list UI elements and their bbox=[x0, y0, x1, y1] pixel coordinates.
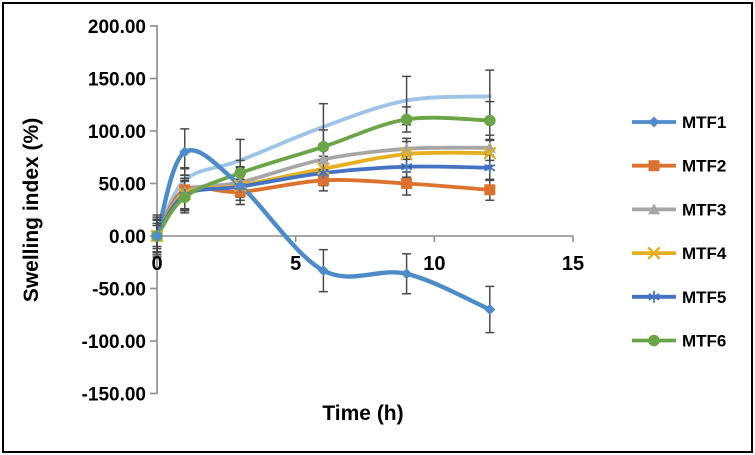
marker-MTF3-6h bbox=[317, 153, 330, 165]
legend-marker-MTF6 bbox=[648, 334, 660, 347]
y-tick-label: -50.00 bbox=[92, 280, 146, 301]
marker-MTF5-6h bbox=[317, 167, 330, 179]
marker-MTF2-6h bbox=[317, 174, 329, 186]
legend-marker-MTF1 bbox=[648, 116, 660, 128]
marker-MTF6-9h bbox=[400, 113, 413, 126]
y-tick-label: 150.00 bbox=[88, 70, 146, 91]
tick-labels: 200.00 150.00 100.00 50.00 0.00 -50.00 -100.00… bbox=[82, 17, 585, 406]
axes bbox=[150, 25, 574, 395]
marker-MTF1-1h bbox=[179, 146, 191, 158]
legend-label-MTF1: MTF1 bbox=[682, 113, 726, 132]
x-tick-label: 0 bbox=[151, 253, 162, 275]
legend-item-MTF3: MTF3 bbox=[632, 200, 726, 219]
marker-MTF4-9h bbox=[400, 147, 413, 161]
legend-item-MTF1: MTF1 bbox=[632, 113, 726, 132]
legend-label-MTF6: MTF6 bbox=[682, 332, 726, 351]
series-line-unlabeled bbox=[155, 94, 492, 238]
legend-item-MTF2: MTF2 bbox=[632, 157, 726, 176]
marker-MTF6-12h bbox=[484, 114, 496, 127]
y-tick-label: 0.00 bbox=[109, 227, 146, 248]
legend: MTF1 MTF2 MTF3 MTF4 MTF5 MTF6 bbox=[632, 113, 727, 351]
legend-marker-MTF5 bbox=[648, 290, 660, 303]
series-line-MTF1 bbox=[154, 148, 492, 312]
legend-label-MTF4: MTF4 bbox=[682, 244, 727, 263]
marker-MTF6-6h bbox=[317, 140, 330, 153]
marker-MTF2-9h bbox=[401, 178, 413, 189]
y-tick-label: 200.00 bbox=[88, 17, 146, 38]
legend-label-MTF3: MTF3 bbox=[682, 200, 726, 219]
legend-marker-MTF2 bbox=[648, 160, 660, 172]
legend-label-MTF2: MTF2 bbox=[682, 157, 726, 176]
y-tick-label: 50.00 bbox=[98, 175, 146, 196]
marker-MTF1-9h bbox=[401, 268, 413, 280]
marker-MTF5-9h bbox=[400, 160, 413, 173]
marker-MTF4-12h bbox=[483, 146, 496, 160]
x-axis-title: Time (h) bbox=[322, 402, 403, 425]
marker-MTF5-12h bbox=[484, 161, 496, 174]
error-bars bbox=[152, 69, 495, 334]
legend-item-MTF6: MTF6 bbox=[632, 332, 726, 351]
x-tick-label: 10 bbox=[423, 253, 445, 275]
x-tick-label: 5 bbox=[290, 253, 301, 275]
data-point-markers bbox=[150, 113, 496, 315]
y-tick-label: -100.00 bbox=[82, 332, 146, 353]
legend-marker-MTF3 bbox=[648, 203, 660, 215]
legend-label-MTF5: MTF5 bbox=[682, 288, 726, 307]
y-axis-title: Swelling index (%) bbox=[20, 118, 43, 302]
legend-marker-MTF4 bbox=[647, 246, 661, 260]
y-tick-label: 100.00 bbox=[88, 122, 146, 143]
marker-MTF1-6h bbox=[317, 265, 329, 277]
marker-MTF1-12h bbox=[484, 304, 496, 315]
legend-item-MTF5: MTF5 bbox=[632, 288, 726, 307]
marker-MTF1-0h bbox=[151, 230, 163, 242]
y-tick-label: -150.00 bbox=[82, 385, 146, 406]
marker-MTF2-12h bbox=[484, 184, 496, 196]
marker-MTF6-1h bbox=[178, 191, 191, 203]
x-tick-label: 15 bbox=[562, 253, 584, 275]
marker-MTF1-3h bbox=[234, 180, 246, 192]
legend-item-MTF4: MTF4 bbox=[632, 244, 727, 263]
marker-MTF6-3h bbox=[234, 167, 246, 179]
